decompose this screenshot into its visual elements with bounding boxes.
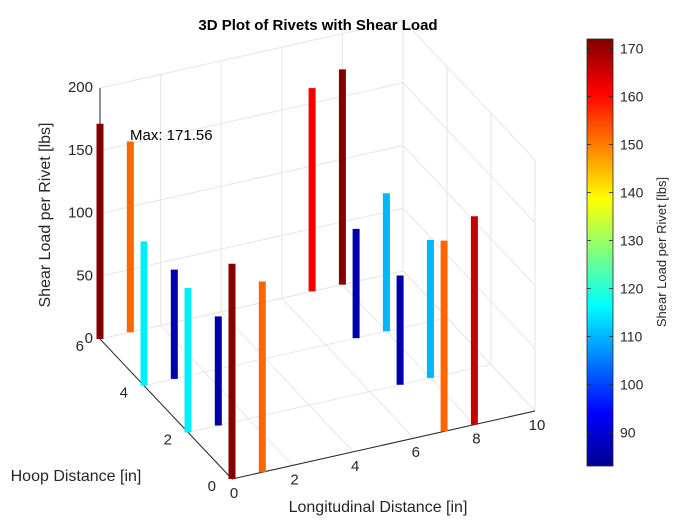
x-tick-label: 4 <box>351 458 359 475</box>
x-tick-label: 6 <box>412 444 420 461</box>
z-tick-label: 200 <box>68 79 93 96</box>
rightwall-grid-z <box>402 270 536 412</box>
y-tick-label: 2 <box>164 431 172 448</box>
colorbar-tick-label: 150 <box>620 137 644 153</box>
max-annotation: Max: 171.56 <box>130 127 213 144</box>
y-axis-label: Hoop Distance [in] <box>11 468 142 485</box>
colorbar-ticks: 90 100 110 120 130 140 150 160 170 <box>587 41 644 440</box>
chart-title: 3D Plot of Rivets with Shear Load <box>198 17 437 34</box>
x-axis-label: Longitudinal Distance [in] <box>289 499 468 516</box>
backwall-grid-z <box>99 82 404 152</box>
floor-grid-x <box>220 311 354 453</box>
backwall-grid-z <box>99 207 404 277</box>
floor-grid-x <box>342 284 475 425</box>
x-axis-line <box>231 410 536 480</box>
floor-grid-x <box>281 297 415 439</box>
x-tick-label: 10 <box>529 417 546 434</box>
bars-layer <box>96 69 478 479</box>
y-tick-label: 6 <box>76 338 84 355</box>
z-tick-label: 150 <box>68 142 93 159</box>
backwall-grid-z <box>99 270 404 340</box>
z-tick-label: 50 <box>76 267 93 284</box>
y-tick-label: 0 <box>208 478 216 495</box>
colorbar-tick-label: 170 <box>620 41 644 57</box>
colorbar-tick-label: 110 <box>620 328 643 344</box>
colorbar-tick-label: 130 <box>620 233 644 249</box>
grid-layer <box>99 19 536 480</box>
rightwall-grid-z <box>402 145 536 286</box>
y-tick-label: 4 <box>120 385 128 402</box>
x-tick-label: 2 <box>290 471 298 488</box>
rightwall-grid-z <box>402 207 536 349</box>
colorbar <box>586 38 614 467</box>
colorbar-label: Shear Load per Rivet [lbs] <box>654 177 669 327</box>
colorbar-tick-label: 140 <box>620 185 644 201</box>
x-tick-label: 8 <box>472 431 480 448</box>
floor-grid-y <box>187 363 492 433</box>
colorbar-tick-label: 100 <box>620 376 644 392</box>
floor-grid-x <box>160 325 293 466</box>
floor-grid-y <box>143 317 448 387</box>
backwall-grid-z <box>99 145 404 214</box>
z-axis-label: Shear Load per Rivet [lbs] <box>37 123 54 308</box>
z-tick-label: 0 <box>85 330 93 347</box>
y-axis-line <box>99 338 233 480</box>
colorbar-tick-label: 120 <box>620 280 644 296</box>
colorbar-tick-label: 160 <box>620 89 644 105</box>
x-tick-label: 0 <box>230 485 238 502</box>
z-tick-label: 100 <box>68 205 93 222</box>
backwall-grid-z <box>99 19 404 89</box>
rightwall-grid-z <box>402 19 536 161</box>
colorbar-tick-label: 90 <box>620 424 636 440</box>
rightwall-grid-z <box>402 82 536 224</box>
